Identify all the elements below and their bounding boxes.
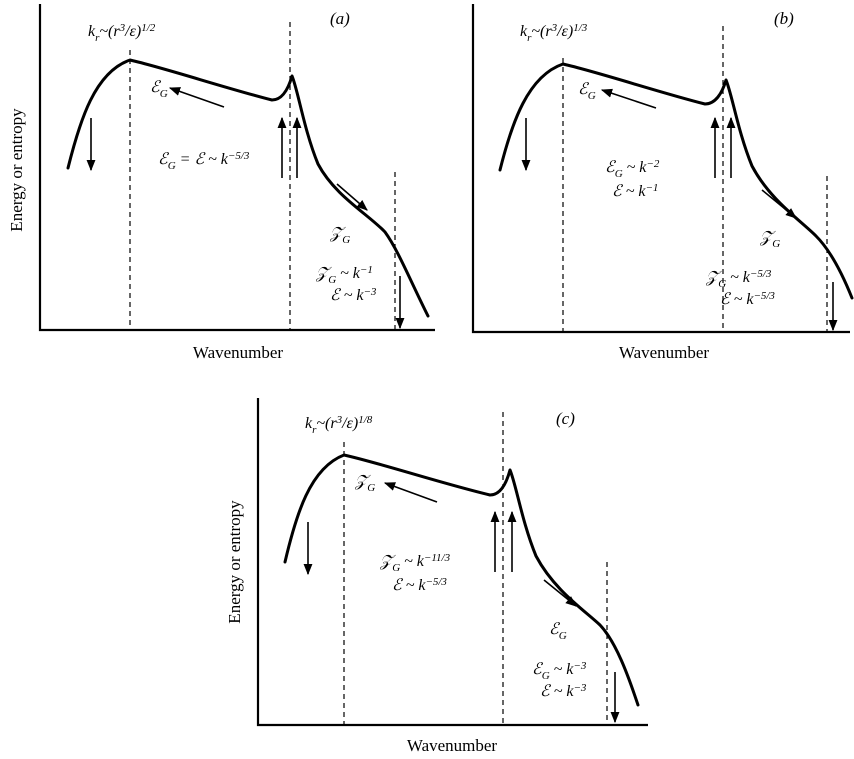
panel-c-ylabel: Energy or entropy bbox=[225, 500, 244, 624]
panel-a-tag: (a) bbox=[330, 9, 350, 28]
panel-c-slope-label-1: 𝒵G ~ k−11/3 bbox=[379, 552, 451, 574]
panel-b-tag: (b) bbox=[774, 9, 794, 28]
panel-c-cascade-arrow bbox=[543, 579, 577, 607]
panel-b-slope-label-2: ℰ ~ k−1 bbox=[612, 182, 658, 200]
panel-c-axes bbox=[256, 398, 648, 727]
panel-c-xlabel: Wavenumber bbox=[407, 736, 498, 755]
panel-a-slope-label: ℰG = ℰ ~ k−5/3 bbox=[158, 150, 250, 172]
panel-b-flux-arrow bbox=[600, 88, 657, 109]
panel-a-tail-label-1: 𝒵G ~ k−1 bbox=[315, 264, 373, 286]
panel-a-cascade-arrow bbox=[336, 183, 368, 211]
panel-b-cascade-label: 𝒵G bbox=[759, 229, 780, 250]
panel-b-axes bbox=[471, 4, 850, 334]
panel-b-flux-label: ℰG bbox=[578, 81, 596, 102]
panel-b-tail-label-2: ℰ ~ k−5/3 bbox=[720, 290, 775, 308]
panel-a: Energy or entropy Wavenumber (a) kr~(r3/… bbox=[7, 4, 435, 362]
panel-b-tail-label-1: 𝒵G ~ k−5/3 bbox=[705, 268, 772, 290]
panel-a-axes bbox=[38, 4, 435, 332]
panel-a-xlabel: Wavenumber bbox=[193, 343, 284, 362]
panel-a-kr-label: kr~(r3/ε)1/2 bbox=[88, 22, 156, 44]
panel-a-cascade-label: 𝒵G bbox=[329, 225, 350, 246]
panel-b-xlabel: Wavenumber bbox=[619, 343, 710, 362]
panel-c-tail-label-1: ℰG ~ k−3 bbox=[532, 660, 587, 682]
panel-b: (b) kr~(r3/ε)1/3 Wavenumber ℰG ℰG ~ k−2 … bbox=[471, 4, 854, 362]
panel-c-kr-label: kr~(r3/ε)1/8 bbox=[305, 414, 373, 436]
panel-a-tail-label-2: ℰ ~ k−3 bbox=[330, 286, 377, 304]
panel-c-tail-label-2: ℰ ~ k−3 bbox=[540, 682, 587, 700]
panel-c-cascade-label: ℰG bbox=[549, 621, 567, 642]
panel-b-kr-label: kr~(r3/ε)1/3 bbox=[520, 22, 588, 44]
panel-c: Energy or entropy Wavenumber (c) kr~(r3/… bbox=[225, 398, 648, 755]
panel-c-tag: (c) bbox=[556, 409, 575, 428]
panel-c-flux-arrow bbox=[383, 482, 438, 503]
panel-c-spectrum-curve bbox=[283, 453, 640, 707]
panel-a-ylabel: Energy or entropy bbox=[7, 108, 26, 232]
panel-a-flux-label: ℰG bbox=[150, 79, 168, 100]
panel-a-flux-arrow bbox=[168, 87, 225, 108]
panel-b-spectrum-curve bbox=[498, 62, 854, 300]
panel-a-spectrum-curve bbox=[66, 58, 430, 318]
panel-b-slope-label-1: ℰG ~ k−2 bbox=[605, 158, 660, 180]
panel-c-slope-label-2: ℰ ~ k−5/3 bbox=[392, 576, 447, 594]
panel-b-cascade-arrow bbox=[761, 189, 797, 219]
panel-c-flux-label: 𝒵G bbox=[354, 473, 375, 494]
